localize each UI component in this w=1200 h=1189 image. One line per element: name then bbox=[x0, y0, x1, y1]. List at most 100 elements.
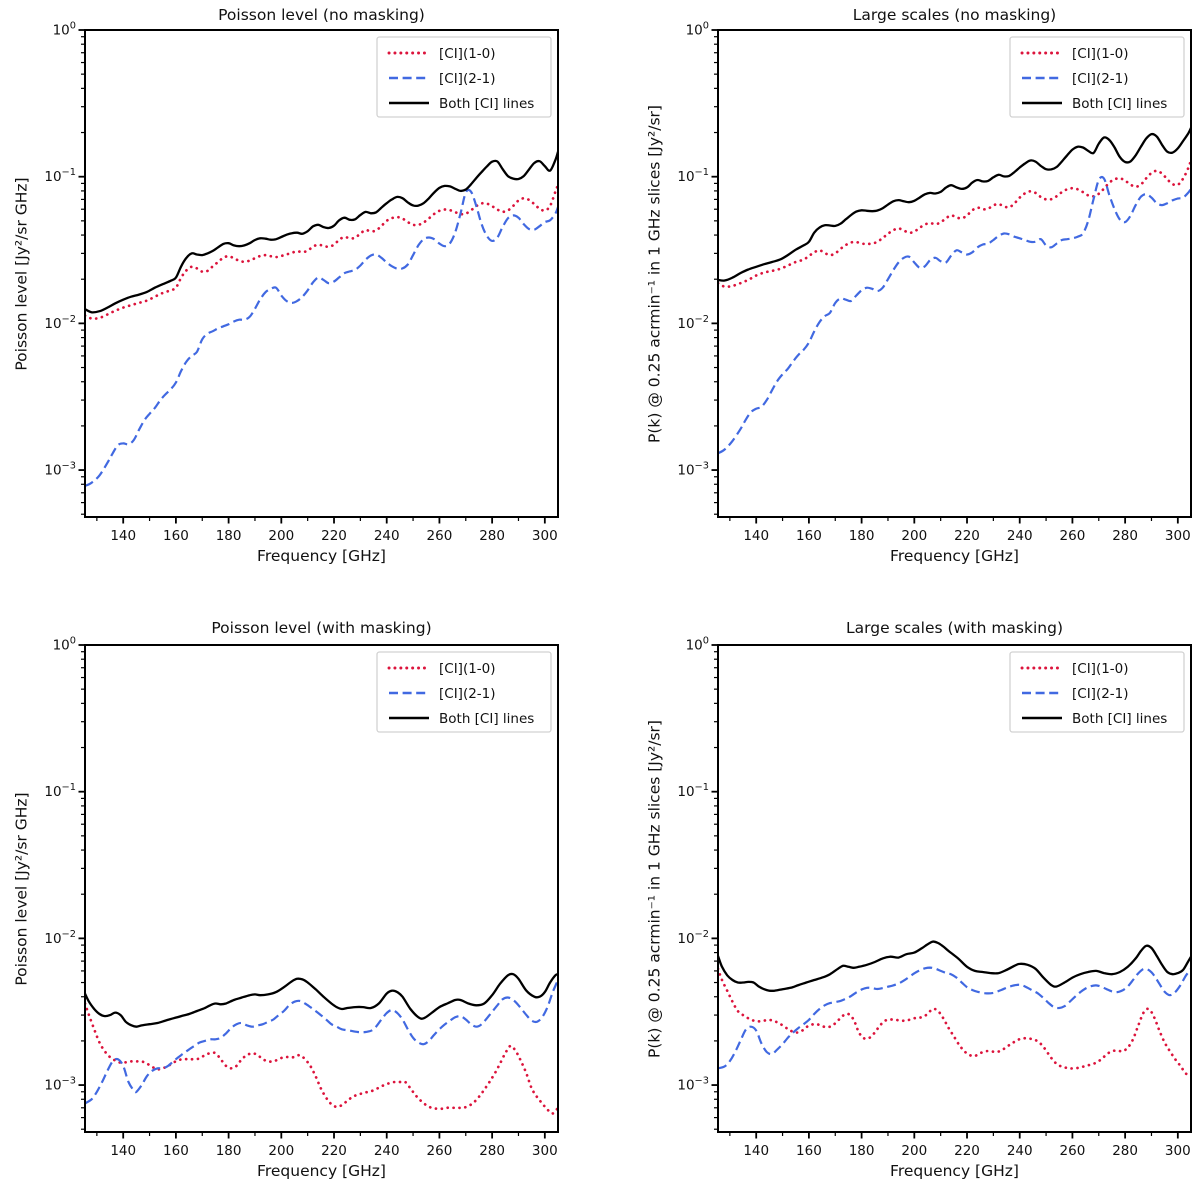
x-tick-label: 160 bbox=[796, 528, 822, 544]
axis-ticks bbox=[78, 644, 546, 1139]
y-tick-label: 10−3 bbox=[677, 1076, 709, 1094]
x-tick-label: 220 bbox=[954, 1143, 980, 1159]
y-tick-label: 10−3 bbox=[44, 1076, 76, 1094]
x-tick-label: 280 bbox=[1112, 528, 1138, 544]
series-line-solid bbox=[718, 940, 1191, 992]
x-tick-label: 160 bbox=[163, 528, 189, 544]
series-line-solid bbox=[85, 972, 558, 1028]
legend-label: Both [CI] lines bbox=[439, 96, 534, 112]
x-tick-label: 140 bbox=[743, 1143, 769, 1159]
x-tick-label: 140 bbox=[743, 528, 769, 544]
x-tick-label: 200 bbox=[901, 528, 927, 544]
y-tick-label: 10−2 bbox=[44, 314, 76, 332]
legend-label: [CI](2-1) bbox=[1072, 686, 1129, 702]
series-line-dotted bbox=[85, 1002, 558, 1115]
x-axis-label: Frequency [GHz] bbox=[257, 547, 386, 565]
y-tick-label: 10−2 bbox=[677, 314, 709, 332]
y-tick-label: 10−3 bbox=[677, 461, 709, 479]
axes-spines bbox=[717, 29, 1192, 518]
y-tick-label: 10−1 bbox=[677, 167, 709, 185]
panel-0: 140 160 180 200 220 240 260 280 300 100 10−1 10−2 10… bbox=[44, 21, 559, 544]
axes-spines bbox=[717, 644, 1192, 1133]
x-tick-label: 260 bbox=[427, 528, 453, 544]
x-tick-label: 200 bbox=[901, 1143, 927, 1159]
x-tick-label: 220 bbox=[321, 528, 347, 544]
legend-label: Both [CI] lines bbox=[1072, 96, 1167, 112]
x-tick-label: 240 bbox=[1007, 528, 1033, 544]
y-tick-label: 100 bbox=[53, 21, 76, 39]
x-tick-label: 260 bbox=[1060, 1143, 1086, 1159]
legend: [CI](1-0) [CI](2-1) Both [CI] lines bbox=[376, 36, 552, 118]
legend: [CI](1-0) [CI](2-1) Both [CI] lines bbox=[1009, 651, 1185, 733]
series-line-dotted bbox=[718, 967, 1191, 1078]
legend-label: [CI](2-1) bbox=[439, 686, 496, 702]
x-axis-label: Frequency [GHz] bbox=[257, 1162, 386, 1180]
axes-spines bbox=[84, 29, 559, 518]
panel-title-large-scales-with-masking: Large scales (with masking) bbox=[846, 619, 1063, 637]
y-tick-label: 10−1 bbox=[44, 167, 76, 185]
legend-label: [CI](2-1) bbox=[439, 71, 496, 87]
x-tick-label: 260 bbox=[427, 1143, 453, 1159]
x-tick-label: 140 bbox=[110, 1143, 136, 1159]
x-tick-label: 220 bbox=[321, 1143, 347, 1159]
series-line-dashed bbox=[718, 966, 1191, 1070]
panel-title-large-scales-no-masking: Large scales (no masking) bbox=[852, 6, 1057, 24]
x-axis-label: Frequency [GHz] bbox=[890, 1162, 1019, 1180]
y-axis-label: P(k) @ 0.25 acrmin⁻¹ in 1 GHz slices [Jy… bbox=[645, 104, 663, 443]
x-tick-label: 300 bbox=[532, 1143, 558, 1159]
x-tick-label: 200 bbox=[268, 1143, 294, 1159]
y-tick-label: 100 bbox=[686, 21, 709, 39]
x-tick-label: 280 bbox=[479, 528, 505, 544]
y-axis-label: P(k) @ 0.25 acrmin⁻¹ in 1 GHz slices [Jy… bbox=[645, 719, 663, 1058]
series-line-dashed bbox=[85, 188, 558, 487]
x-tick-label: 160 bbox=[796, 1143, 822, 1159]
legend-label: [CI](1-0) bbox=[439, 46, 496, 62]
x-tick-label: 240 bbox=[374, 528, 400, 544]
y-axis-label: Poisson level [Jy²/sr GHz] bbox=[12, 176, 30, 371]
legend-box bbox=[1009, 651, 1185, 733]
legend-label: [CI](1-0) bbox=[1072, 661, 1129, 677]
panel-1: 140 160 180 200 220 240 260 280 300 100 10−1 10−2 10… bbox=[677, 21, 1192, 544]
x-tick-label: 180 bbox=[849, 528, 875, 544]
x-tick-label: 140 bbox=[110, 528, 136, 544]
legend: [CI](1-0) [CI](2-1) Both [CI] lines bbox=[376, 651, 552, 733]
y-tick-label: 10−3 bbox=[44, 461, 76, 479]
y-tick-label: 10−1 bbox=[44, 782, 76, 800]
y-axis-label: Poisson level [Jy²/sr GHz] bbox=[12, 791, 30, 986]
legend-label: Both [CI] lines bbox=[439, 711, 534, 727]
panel-2: 140 160 180 200 220 240 260 280 300 100 10−1 10−2 10… bbox=[44, 636, 559, 1159]
axis-ticks bbox=[711, 29, 1179, 524]
x-tick-label: 240 bbox=[374, 1143, 400, 1159]
legend-box bbox=[1009, 36, 1185, 118]
x-tick-label: 300 bbox=[532, 528, 558, 544]
axis-ticks bbox=[78, 29, 546, 524]
x-tick-label: 160 bbox=[163, 1143, 189, 1159]
x-tick-label: 180 bbox=[849, 1143, 875, 1159]
legend-label: [CI](2-1) bbox=[1072, 71, 1129, 87]
x-tick-label: 300 bbox=[1165, 1143, 1191, 1159]
series-line-solid bbox=[718, 127, 1191, 282]
series-line-dashed bbox=[718, 175, 1191, 455]
x-tick-label: 180 bbox=[216, 528, 242, 544]
legend-label: Both [CI] lines bbox=[1072, 711, 1167, 727]
legend: [CI](1-0) [CI](2-1) Both [CI] lines bbox=[1009, 36, 1185, 118]
series-line-dotted bbox=[718, 158, 1191, 289]
x-tick-label: 300 bbox=[1165, 528, 1191, 544]
legend-box bbox=[376, 651, 552, 733]
y-tick-label: 100 bbox=[686, 636, 709, 654]
panel-3: 140 160 180 200 220 240 260 280 300 100 10−1 10−2 10… bbox=[677, 636, 1192, 1159]
legend-label: [CI](1-0) bbox=[439, 661, 496, 677]
y-tick-label: 10−2 bbox=[44, 929, 76, 947]
x-tick-label: 180 bbox=[216, 1143, 242, 1159]
x-tick-label: 260 bbox=[1060, 528, 1086, 544]
y-tick-label: 10−1 bbox=[677, 782, 709, 800]
panel-title-poisson-no-masking: Poisson level (no masking) bbox=[218, 6, 425, 24]
legend-label: [CI](1-0) bbox=[1072, 46, 1129, 62]
x-tick-label: 200 bbox=[268, 528, 294, 544]
series-line-dashed bbox=[85, 979, 558, 1105]
legend-box bbox=[376, 36, 552, 118]
y-tick-label: 10−2 bbox=[677, 929, 709, 947]
x-axis-label: Frequency [GHz] bbox=[890, 547, 1019, 565]
